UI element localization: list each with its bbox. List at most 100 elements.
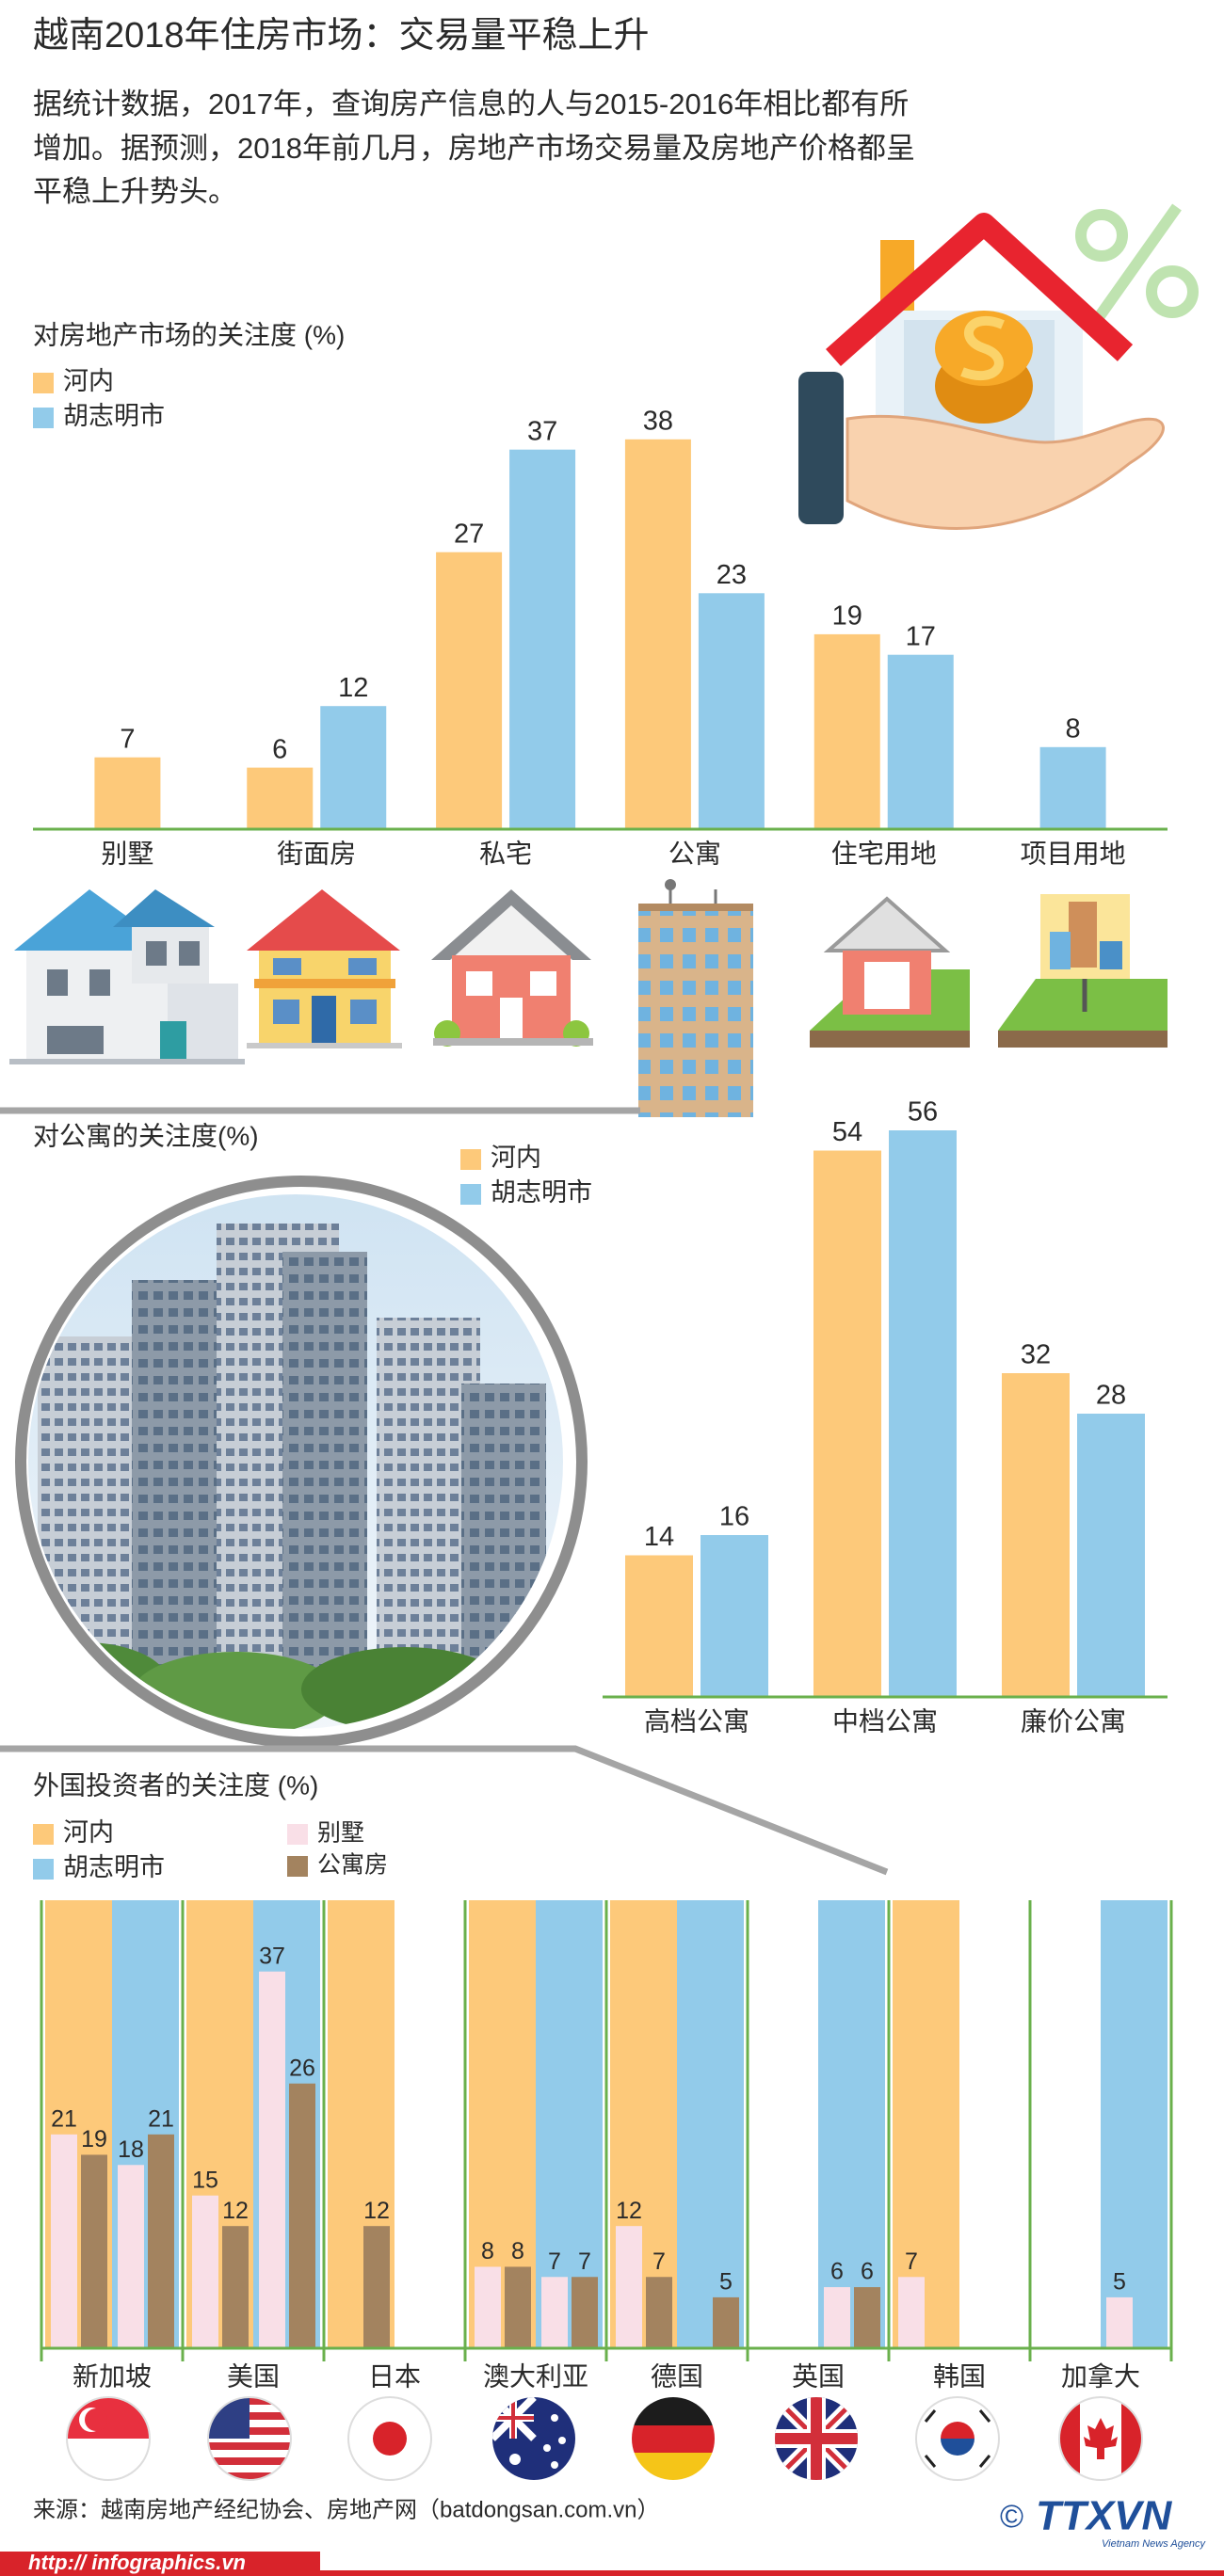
street-house-icon [348, 958, 377, 975]
project-land-icon [1100, 941, 1122, 969]
house-hand-illustration [960, 315, 1005, 381]
category-label: 德国 [651, 2361, 703, 2391]
bar [81, 2154, 107, 2348]
data-label: 54 [832, 1117, 862, 1147]
flag-canada [1059, 2397, 1080, 2480]
bar [698, 593, 765, 829]
copyright: © [1000, 2499, 1023, 2535]
flag-korea [915, 2396, 1000, 2481]
flag-korea [978, 2455, 991, 2468]
flag-uk [775, 2433, 858, 2444]
apartment-photo [15, 1176, 588, 1748]
bar [509, 449, 576, 829]
bar [646, 2277, 672, 2348]
intro: 据统计数据，2017年，查询房产信息的人与2015-2016年相比都有所 [33, 88, 909, 120]
flag-japan [347, 2396, 432, 2481]
flags [66, 2396, 1143, 2481]
house-hand-illustration [798, 372, 844, 524]
house-hand-illustration [846, 414, 1165, 530]
flag-usa [208, 2472, 291, 2480]
apartment-icon [638, 879, 753, 1117]
bar [148, 2134, 174, 2348]
category-label: 别墅 [101, 839, 153, 868]
street-house-icon [273, 958, 301, 975]
data-label: 6 [830, 2259, 844, 2285]
legend-swatch [287, 1856, 308, 1877]
flag-germany [632, 2397, 715, 2480]
apartment-photo [461, 1647, 563, 1722]
villa-icon [113, 889, 215, 927]
category-label: 私宅 [479, 839, 532, 868]
bar [701, 1535, 768, 1697]
category-label: 高档公寓 [644, 1706, 749, 1736]
data-label: 7 [120, 724, 135, 754]
house-hand-illustration [1075, 203, 1199, 324]
street-house-icon [247, 889, 402, 1048]
legend-label: 胡志明市 [63, 1853, 165, 1881]
data-label: 14 [644, 1522, 674, 1552]
data-label: 7 [905, 2248, 918, 2275]
villa-icon [9, 889, 245, 1064]
flag-canada [1084, 2418, 1118, 2459]
bar [713, 2296, 739, 2348]
flag-usa [207, 2396, 292, 2481]
category-label: 新加坡 [72, 2361, 152, 2391]
category-label: 澳大利亚 [483, 2361, 588, 2391]
city-column [818, 1900, 885, 2348]
flag-usa [208, 2442, 291, 2450]
villa-icon [89, 969, 110, 996]
chart-title: 外国投资者的关注度 (%) [33, 1770, 318, 1800]
city-column [1101, 1900, 1168, 2348]
data-label: 21 [51, 2105, 77, 2132]
apartment-icon [638, 908, 753, 1117]
bar [1002, 1373, 1070, 1697]
bar [898, 2277, 925, 2348]
data-label: 8 [1066, 713, 1081, 744]
street-house-icon [273, 1000, 299, 1024]
house-hand-illustration [826, 213, 1134, 366]
chart-title: 对公寓的关注度(%) [33, 1121, 259, 1150]
legend-swatch [287, 1824, 308, 1845]
data-label: 5 [719, 2269, 733, 2296]
legend-swatch [33, 408, 54, 428]
villa-icon [160, 1021, 186, 1061]
data-label: 8 [511, 2238, 524, 2264]
villa-icon [47, 969, 68, 996]
flag-japan [373, 2422, 407, 2456]
private-house-icon [433, 1038, 593, 1046]
category-label: 公寓 [668, 839, 721, 868]
data-label: 32 [1021, 1340, 1051, 1370]
data-label: 7 [548, 2248, 561, 2275]
project-land-icon [1069, 902, 1097, 968]
city-column [536, 1900, 603, 2348]
flag-canada [1058, 2396, 1143, 2481]
flag-uk [775, 2397, 858, 2480]
data-label: 17 [906, 621, 936, 651]
bar [616, 2226, 642, 2348]
apartment-photo [461, 1384, 546, 1694]
apartment-photo [15, 1176, 588, 1748]
flag-australia [509, 2454, 521, 2465]
data-label: 6 [861, 2259, 874, 2285]
bar [824, 2287, 850, 2348]
street-house-icon [312, 996, 336, 1045]
data-label: 5 [1113, 2269, 1126, 2296]
bar [813, 1150, 881, 1697]
category-label: 美国 [227, 2361, 280, 2391]
flag-germany [632, 2397, 715, 2425]
bar [222, 2226, 249, 2348]
data-label: 38 [643, 406, 673, 436]
flag-korea [924, 2409, 937, 2423]
category-label: 加拿大 [1061, 2361, 1140, 2391]
legend-label: 河内 [63, 367, 114, 395]
data-label: 7 [652, 2248, 666, 2275]
flag-usa [207, 2396, 292, 2481]
footer-band [320, 2570, 1224, 2576]
bar [363, 2226, 390, 2348]
flag-canada [1121, 2397, 1142, 2480]
bar [625, 1555, 693, 1697]
data-label: 26 [289, 2055, 315, 2081]
private-house-icon [530, 971, 556, 996]
data-label: 19 [832, 601, 862, 632]
